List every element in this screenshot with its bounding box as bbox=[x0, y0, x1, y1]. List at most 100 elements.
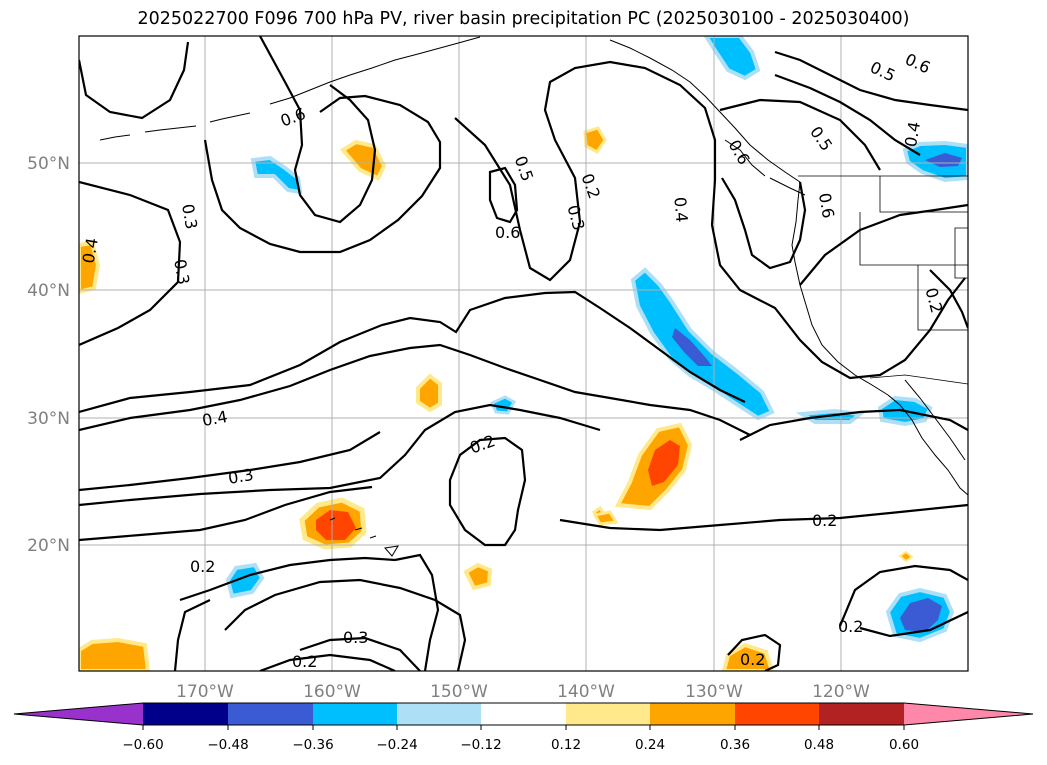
contour-east-05 bbox=[721, 177, 807, 270]
pos-anomaly-small-139w bbox=[592, 510, 619, 526]
contour-02-east bbox=[559, 503, 968, 532]
lat-label-40n: 40°N bbox=[27, 281, 70, 301]
pv-contours bbox=[79, 36, 968, 671]
contour-south-02-e bbox=[394, 553, 440, 671]
contour-label: 0.2 bbox=[838, 617, 863, 636]
precip-anomaly-fills bbox=[79, 36, 968, 671]
contour-east-05-outer bbox=[774, 73, 921, 156]
neg-anomaly-17n-166w bbox=[225, 562, 265, 599]
longitude-labels: 170°W 160°W 150°W 140°W 130°W 120°W bbox=[176, 682, 870, 702]
contour-label: 0.4 bbox=[901, 120, 924, 148]
pos-anomaly-core-21n bbox=[316, 510, 356, 540]
colorbar-tick-label: −0.48 bbox=[207, 737, 248, 753]
us-mexico-border bbox=[869, 374, 968, 385]
plot-frame bbox=[78, 35, 969, 672]
contour-label: 0.2 bbox=[292, 652, 317, 671]
contour-south-02-c bbox=[259, 653, 396, 671]
contour-east-loop bbox=[719, 98, 881, 171]
pos-anomaly-south-127w bbox=[721, 642, 775, 671]
lon-label-160w: 160°W bbox=[303, 682, 361, 702]
colorbar-tick-label: 0.24 bbox=[635, 737, 665, 753]
colorbar-bin bbox=[735, 703, 819, 725]
contour-label: 0.3 bbox=[178, 202, 201, 230]
colorbar-bin bbox=[228, 703, 313, 725]
contour-02-upper bbox=[79, 403, 601, 507]
baja-california bbox=[887, 394, 968, 496]
contour-south-03 bbox=[224, 578, 467, 671]
contour-label: 0.4 bbox=[670, 196, 691, 223]
colorbar-tick-label: 0.12 bbox=[551, 737, 581, 753]
colorbar-bin bbox=[819, 703, 904, 725]
contour-label: 0.4 bbox=[79, 236, 102, 264]
contour-lower-east bbox=[739, 408, 968, 441]
contour-south-wave bbox=[79, 343, 751, 436]
pos-anomaly-west-edge bbox=[79, 240, 101, 295]
colorbar-extend-high bbox=[904, 703, 1033, 725]
contour-south-02-a bbox=[179, 556, 396, 602]
alaska-coast bbox=[269, 36, 481, 105]
pos-anomaly-southwest bbox=[79, 637, 151, 671]
contour-label: 0.3 bbox=[170, 258, 193, 286]
contour-label: 0.2 bbox=[812, 511, 837, 530]
aleutian-islands bbox=[99, 112, 251, 141]
lon-label-150w: 150°W bbox=[430, 682, 488, 702]
coastlines bbox=[99, 36, 968, 557]
colorbar-ticks bbox=[142, 725, 905, 730]
colorbar-bin bbox=[481, 703, 566, 725]
map-title: 2025022700 F096 700 hPa PV, river basin … bbox=[137, 9, 910, 29]
contour-label: 0.4 bbox=[201, 407, 229, 430]
lon-label-120w: 120°W bbox=[812, 682, 870, 702]
lat-label-30n: 30°N bbox=[27, 409, 70, 429]
colorbar-tick-label: −0.24 bbox=[376, 737, 417, 753]
pos-anomaly-17n-148w bbox=[463, 562, 493, 591]
state-borders bbox=[859, 176, 968, 331]
pos-anomaly-core-27n bbox=[648, 440, 680, 486]
lon-label-130w: 130°W bbox=[685, 682, 743, 702]
contour-label: 0.3 bbox=[343, 628, 368, 647]
colorbar-bin bbox=[650, 703, 735, 725]
contour-south-727 bbox=[727, 633, 782, 671]
lon-label-170w: 170°W bbox=[176, 682, 234, 702]
latitude-labels: 50°N 40°N 30°N 20°N bbox=[27, 154, 70, 556]
colorbar-tick-label: 0.36 bbox=[720, 737, 750, 753]
contour-wave-mid bbox=[79, 290, 746, 414]
contour-label: 0.2 bbox=[740, 650, 765, 669]
contour-02-south-mid bbox=[79, 485, 373, 542]
contour-east-02 bbox=[929, 269, 968, 329]
pos-anomaly-tiny-114w bbox=[898, 550, 914, 563]
bc-islands bbox=[724, 139, 806, 196]
contour-south-02-b bbox=[173, 599, 211, 671]
lon-label-140w: 140°W bbox=[557, 682, 615, 702]
colorbar-tick-label: −0.36 bbox=[292, 737, 333, 753]
plot-area bbox=[79, 36, 968, 671]
colorbar-bin bbox=[397, 703, 481, 725]
contour-02-loop bbox=[448, 436, 527, 547]
contour-west-03 bbox=[79, 180, 182, 347]
contour-label: 0.6 bbox=[495, 223, 520, 242]
contour-upper-wave bbox=[454, 60, 966, 380]
lat-label-50n: 50°N bbox=[27, 154, 70, 174]
neg-anomaly-35n-135w bbox=[630, 267, 775, 421]
neg-anomaly-core-35n bbox=[672, 328, 712, 366]
pos-anomaly-32n-152w bbox=[416, 373, 442, 413]
contour-upper-west bbox=[79, 41, 190, 120]
contour-southeast-02 bbox=[838, 564, 968, 627]
contour-south-02-d bbox=[299, 636, 421, 671]
se-alaska-coast bbox=[609, 39, 801, 183]
us-west-coast bbox=[791, 181, 889, 396]
contour-southeast-02b bbox=[859, 611, 968, 638]
political-borders bbox=[798, 175, 968, 385]
colorbar-tick-label: 0.48 bbox=[804, 737, 834, 753]
colorbar-bin bbox=[143, 703, 228, 725]
contour-small-loop-06 bbox=[488, 166, 519, 224]
colorbar-bin bbox=[566, 703, 650, 725]
neg-anomaly-core-southeast bbox=[900, 598, 942, 632]
contour-loop-north bbox=[259, 36, 377, 224]
neg-anomaly-north-130w bbox=[703, 36, 761, 81]
colorbar: −0.60 −0.48 −0.36 −0.24 −0.12 0.12 0.24 … bbox=[13, 702, 1034, 753]
colorbar-tick-label: −0.12 bbox=[460, 737, 501, 753]
contour-label: 0.6 bbox=[815, 191, 838, 219]
colorbar-bin bbox=[313, 703, 397, 725]
contour-03-south bbox=[79, 431, 381, 492]
